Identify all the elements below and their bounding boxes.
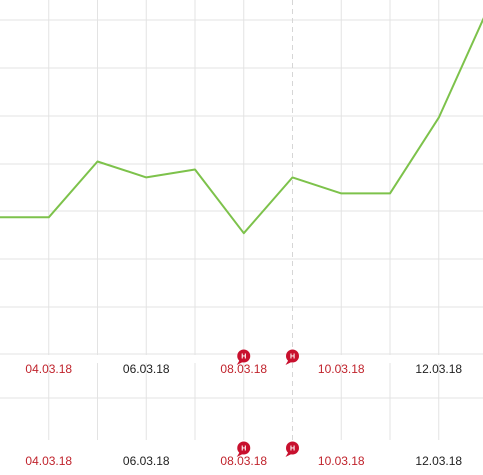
navigator-tick-label: 06.03.18 [123,454,170,468]
main-tick-label: 08.03.18 [220,362,267,376]
navigator-tick-label: 04.03.18 [25,454,72,468]
main-tick-label: 12.03.18 [415,362,462,376]
series-line [0,17,483,235]
main-tick-label: 06.03.18 [123,362,170,376]
navigator-holiday-marker-label: H [241,446,246,453]
main-holiday-marker-icon[interactable]: H [285,349,300,366]
navigator-tick-label: 10.03.18 [318,454,365,468]
navigator-tick-label: 08.03.18 [220,454,267,468]
main-holiday-marker-label: H [241,354,246,361]
navigator-holiday-marker-icon[interactable]: H [236,441,251,458]
navigator-tick-label: 12.03.18 [415,454,462,468]
navigator-holiday-marker-icon[interactable]: H [285,441,300,458]
main-tick-label: 10.03.18 [318,362,365,376]
x-axis-labels-navigator: 04.03.18 06.03.18 08.03.18 10.03.18 12.03.18… [25,441,462,468]
x-axis-labels-main: 04.03.18 06.03.18 08.03.18 10.03.18 12.03.18… [25,349,462,376]
main-holiday-marker-icon[interactable]: H [236,349,251,366]
main-tick-label: 04.03.18 [25,362,72,376]
series-layer [0,17,483,235]
main-holiday-marker-label: H [290,354,295,361]
navigator-holiday-marker-label: H [290,446,295,453]
